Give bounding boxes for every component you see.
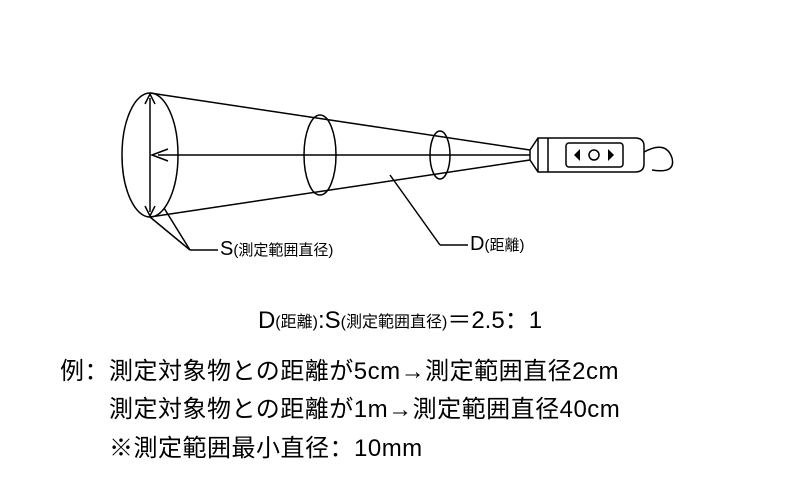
formula-equals: ＝2.5：1 bbox=[447, 307, 542, 334]
example-line-3: ※測定範囲最小直径：10mm bbox=[60, 430, 740, 468]
s-paren: (測定範囲直径) bbox=[233, 242, 333, 259]
d-letter: D bbox=[470, 233, 484, 255]
cone-diagram-svg bbox=[100, 80, 700, 265]
example-line-1: 例：測定対象物との距離が5cm→測定範囲直径2cm bbox=[60, 353, 740, 391]
s-label: S(測定範囲直径) bbox=[220, 238, 333, 261]
d-paren: (距離) bbox=[484, 237, 524, 254]
s-letter: S bbox=[220, 238, 233, 260]
formula-d-paren: (距離) bbox=[275, 314, 318, 331]
text-area: D(距離):S(測定範囲直径)＝2.5：1 例：測定対象物との距離が5cm→測定… bbox=[60, 300, 740, 468]
formula-s-paren: (測定範囲直径) bbox=[341, 314, 448, 331]
device-icon bbox=[530, 138, 673, 172]
formula-d: D bbox=[258, 307, 275, 334]
formula-line: D(距離):S(測定範囲直径)＝2.5：1 bbox=[60, 300, 740, 335]
d-label: D(距離) bbox=[470, 233, 524, 256]
example-line-2: 測定対象物との距離が1m→測定範囲直径40cm bbox=[60, 391, 740, 429]
formula-s: S bbox=[325, 307, 341, 334]
formula-colon: : bbox=[318, 307, 325, 334]
diagram-area: S(測定範囲直径) D(距離) bbox=[100, 80, 700, 260]
